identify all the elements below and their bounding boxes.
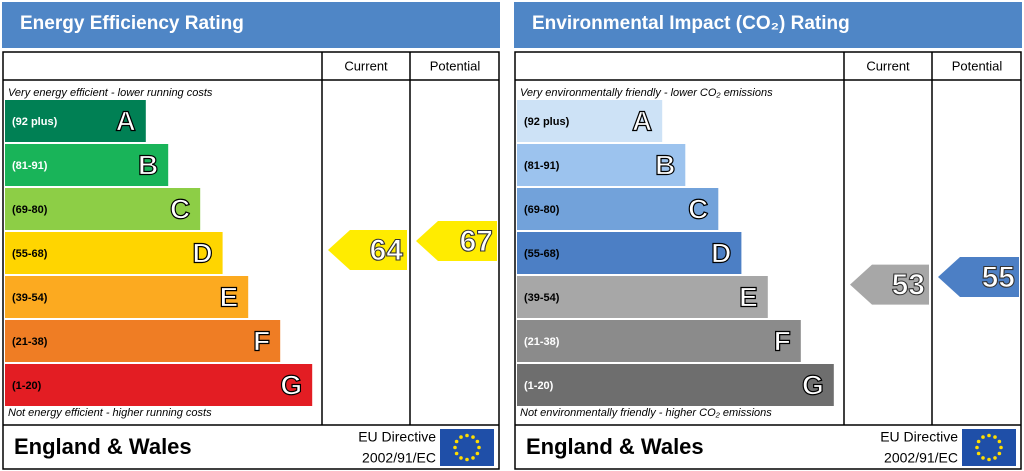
eu-star [997, 439, 1002, 444]
table-frame [514, 51, 1022, 470]
rating-arrow [938, 257, 1019, 297]
band-range: (39-54) [12, 292, 48, 304]
band-range: (81-91) [524, 160, 560, 172]
bottom-note: Not energy efficient - higher running co… [8, 407, 212, 419]
band-range: (81-91) [12, 160, 48, 172]
band-letter: A [632, 105, 652, 136]
rating-band [5, 364, 313, 406]
rating-band [5, 144, 169, 186]
band-letter: G [280, 369, 302, 400]
band-letter: C [170, 193, 190, 224]
band-letter: G [802, 369, 824, 400]
bottom-note: Not environmentally friendly - higher CO… [520, 407, 772, 419]
rating-value: 67 [460, 225, 493, 258]
band-range: (69-80) [12, 204, 48, 216]
band-letter: A [116, 105, 136, 136]
column-header: Current [344, 58, 388, 73]
directive-code: 2002/91/EC [884, 450, 958, 466]
rating-band [5, 232, 223, 274]
band-letter: D [711, 237, 731, 268]
eu-star [975, 445, 979, 450]
eu-star [475, 439, 480, 444]
top-note: Very energy efficient - lower running co… [8, 87, 213, 99]
rating-band [517, 320, 801, 362]
band-range: (1-20) [524, 380, 554, 392]
eu-star [453, 445, 457, 450]
rating-value: 55 [982, 261, 1015, 294]
rating-band [517, 276, 768, 318]
band-letter: F [774, 325, 791, 356]
eu-star [993, 456, 997, 460]
eu-star [999, 445, 1003, 450]
band-letter: E [220, 281, 239, 312]
rating-arrow [416, 221, 497, 261]
rating-band [517, 100, 663, 142]
rating-band [5, 276, 249, 318]
eu-star [993, 435, 997, 439]
band-range: (21-38) [12, 336, 48, 348]
band-letter: C [688, 193, 708, 224]
rating-band [517, 232, 742, 274]
eu-star [465, 457, 469, 462]
directive-code: 2002/91/EC [362, 450, 436, 466]
band-range: (1-20) [12, 380, 42, 392]
title-bar [514, 2, 1022, 48]
rating-value: 53 [892, 269, 925, 302]
band-range: (92 plus) [524, 116, 570, 128]
footer-region: England & Wales [526, 434, 704, 459]
eu-star [987, 457, 991, 462]
rating-band [517, 364, 834, 406]
table-frame [2, 51, 500, 470]
eu-star [475, 451, 480, 456]
band-letter: B [655, 149, 675, 180]
rating-arrow [850, 264, 929, 305]
eu-star [471, 456, 475, 460]
band-range: (39-54) [524, 292, 560, 304]
rating-band [517, 188, 719, 230]
panel-title: Environmental Impact (CO₂) Rating [532, 13, 850, 34]
band-range: (69-80) [524, 204, 560, 216]
eu-star [454, 451, 459, 456]
top-note: Very environmentally friendly - lower CO… [520, 87, 773, 99]
column-header: Potential [430, 58, 481, 73]
band-letter: F [253, 325, 270, 356]
rating-band [5, 188, 201, 230]
column-header: Potential [952, 58, 1003, 73]
directive-label: EU Directive [880, 429, 958, 445]
rating-band [517, 144, 686, 186]
band-letter: E [739, 281, 758, 312]
eu-star [976, 451, 981, 456]
eu-star [465, 433, 469, 438]
eu-star [997, 451, 1002, 456]
eu-star [459, 435, 463, 439]
eu-star [976, 439, 981, 444]
eu-star [987, 433, 991, 438]
band-range: (92 plus) [12, 116, 58, 128]
rating-band [5, 320, 281, 362]
directive-label: EU Directive [358, 429, 436, 445]
eu-star [459, 456, 463, 460]
band-letter: B [138, 149, 158, 180]
band-range: (21-38) [524, 336, 560, 348]
eu-star [477, 445, 481, 450]
eu-star [981, 456, 985, 460]
rating-band [5, 100, 146, 142]
rating-value: 64 [370, 234, 404, 267]
title-bar [2, 2, 500, 48]
eu-star [981, 435, 985, 439]
band-range: (55-68) [12, 248, 48, 260]
panel-title: Energy Efficiency Rating [20, 13, 244, 34]
rating-arrow [328, 230, 407, 270]
band-letter: D [192, 237, 212, 268]
band-range: (55-68) [524, 248, 560, 260]
column-header: Current [866, 58, 910, 73]
footer-region: England & Wales [14, 434, 192, 459]
eu-star [471, 435, 475, 439]
eu-star [454, 439, 459, 444]
